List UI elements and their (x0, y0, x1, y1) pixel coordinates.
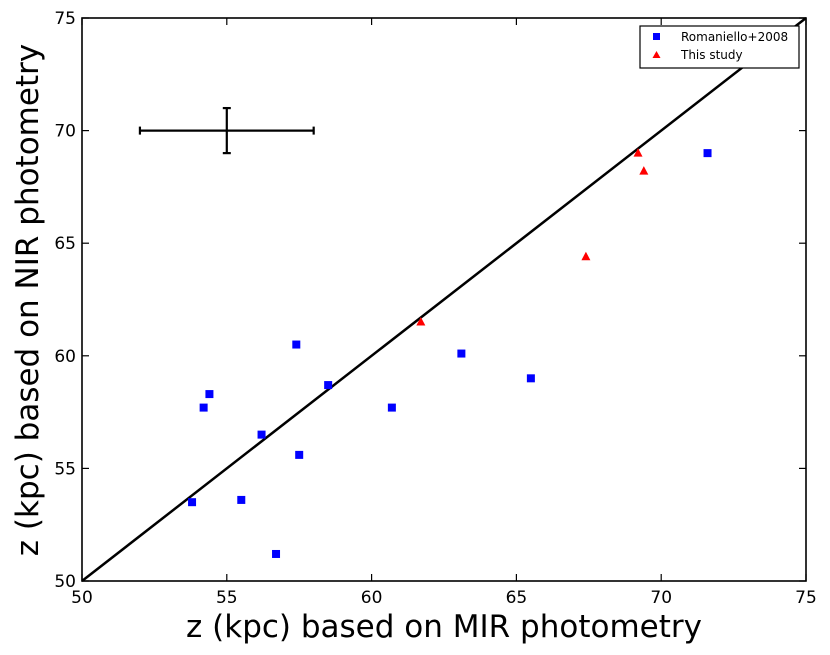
data-point-romaniello (526, 374, 535, 383)
legend-frame (639, 25, 800, 69)
x-tick-label: 75 (795, 588, 817, 608)
y-tick-label: 55 (54, 459, 76, 479)
y-axis-title: z (kpc) based on NIR photometry (10, 44, 46, 556)
legend-label-this-study: This study (680, 48, 743, 62)
y-tick-label: 70 (54, 122, 76, 142)
legend: Romaniello+2008 This study (639, 25, 800, 69)
y-tick-label: 65 (54, 234, 76, 254)
data-point-romaniello (324, 381, 333, 390)
x-tick-label: 55 (216, 588, 238, 608)
y-tick-label: 50 (54, 572, 76, 592)
y-tick-label: 75 (54, 9, 76, 29)
data-point-this-study (633, 148, 643, 157)
one-to-one-line (81, 17, 807, 582)
x-tick-label: 65 (506, 588, 528, 608)
x-tick-label: 70 (650, 588, 672, 608)
x-axis-title: z (kpc) based on MIR photometry (186, 609, 702, 645)
y-tick-label: 60 (54, 347, 76, 367)
data-point-this-study (581, 251, 591, 261)
legend-label-romaniello: Romaniello+2008 (681, 30, 788, 44)
plot-content (81, 17, 807, 582)
error-bar (138, 106, 315, 155)
data-point-romaniello (188, 498, 197, 507)
data-point-romaniello (257, 430, 266, 439)
data-point-romaniello (237, 495, 246, 504)
data-point-romaniello (205, 390, 214, 399)
data-point-romaniello (292, 340, 301, 349)
x-tick-label: 50 (71, 588, 93, 608)
data-point-this-study (639, 166, 649, 175)
data-point-romaniello (199, 403, 208, 412)
y-axis: 50 55 60 65 70 75 (54, 9, 806, 592)
data-point-romaniello (457, 349, 466, 358)
x-tick-label: 60 (361, 588, 383, 608)
data-point-romaniello (387, 403, 396, 412)
data-point-romaniello (272, 549, 281, 558)
legend-marker-this-study (652, 51, 661, 58)
data-point-romaniello (703, 149, 712, 158)
data-point-this-study (416, 317, 426, 326)
data-point-romaniello (295, 450, 304, 459)
legend-marker-romaniello (653, 33, 660, 40)
x-axis: 50 55 60 65 70 75 (71, 18, 817, 608)
plot-frame (81, 17, 807, 582)
